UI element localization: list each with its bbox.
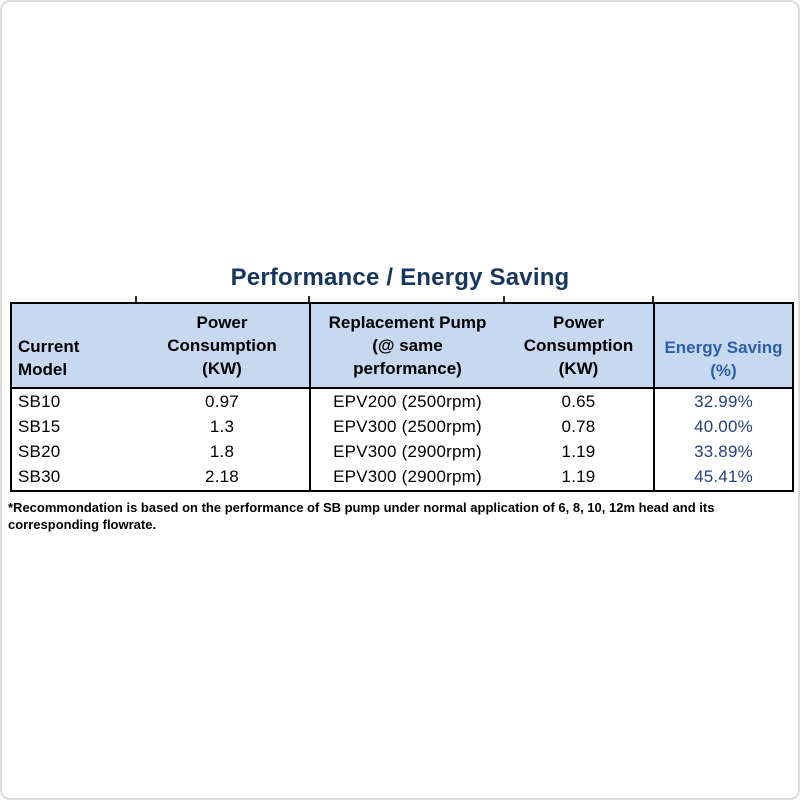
- gridline-tick: [652, 296, 654, 302]
- header-line: Current: [18, 337, 80, 356]
- header-line: (KW): [202, 359, 242, 378]
- cell-power-current: 2.18: [205, 467, 239, 486]
- table-row-sb10: SB10 0.97 EPV200 (2500rpm) 0.65 32.99%: [12, 389, 792, 414]
- table-row-sb30: SB30 2.18 EPV300 (2900rpm) 1.19 45.41%: [12, 464, 792, 490]
- header-energy-saving: Energy Saving (%): [653, 304, 792, 387]
- header-line: Model: [18, 360, 68, 379]
- header-line: (%): [710, 361, 737, 380]
- gridline-tick: [135, 296, 137, 302]
- performance-table: Current Model Power Consumption (KW) Rep…: [10, 302, 794, 492]
- cell-replacement-pump: EPV200 (2500rpm): [309, 389, 504, 414]
- cell-replacement-pump: EPV300 (2900rpm): [309, 464, 504, 490]
- header-line: Power: [552, 313, 605, 332]
- cell-power-replacement: 0.65: [561, 392, 596, 411]
- cell-power-replacement: 1.19: [561, 442, 596, 461]
- cell-current-model: SB20: [18, 442, 61, 461]
- header-power-consumption-current: Power Consumption (KW): [135, 304, 309, 387]
- header-line: (KW): [558, 359, 599, 378]
- header-power-consumption-replacement: Power Consumption (KW): [504, 304, 653, 387]
- header-line: performance): [353, 359, 462, 378]
- cell-power-current: 1.3: [209, 417, 235, 436]
- cell-energy-saving: 40.00%: [653, 414, 792, 439]
- cell-power-current: 1.8: [209, 442, 235, 461]
- cell-current-model: SB30: [18, 467, 61, 486]
- header-line: Consumption: [167, 336, 277, 355]
- header-line: Power: [196, 313, 248, 332]
- page-title: Performance / Energy Saving: [230, 264, 570, 291]
- cell-replacement-pump: EPV300 (2900rpm): [309, 439, 504, 464]
- cell-replacement-pump: EPV300 (2500rpm): [309, 414, 504, 439]
- cell-power-replacement: 1.19: [561, 467, 596, 486]
- header-line: Energy Saving: [664, 338, 783, 357]
- cell-power-current: 0.97: [205, 392, 239, 411]
- footnote-text: *Recommondation is based on the performa…: [8, 500, 715, 532]
- cell-current-model: SB15: [18, 417, 61, 436]
- cell-energy-saving: 32.99%: [653, 389, 792, 414]
- header-line: Replacement Pump: [328, 313, 487, 332]
- header-line: (@ same: [372, 336, 443, 355]
- cell-energy-saving: 33.89%: [653, 439, 792, 464]
- cell-current-model: SB10: [18, 392, 61, 411]
- table-row-sb20: SB20 1.8 EPV300 (2900rpm) 1.19 33.89%: [12, 439, 792, 464]
- table-body: SB10 0.97 EPV200 (2500rpm) 0.65 32.99% S…: [12, 389, 792, 490]
- cell-energy-saving: 45.41%: [653, 464, 792, 490]
- gridline-tick: [503, 296, 505, 302]
- table-row-sb15: SB15 1.3 EPV300 (2500rpm) 0.78 40.00%: [12, 414, 792, 439]
- cell-power-replacement: 0.78: [561, 417, 596, 436]
- header-current-model: Current Model: [12, 304, 135, 387]
- table-header-row: Current Model Power Consumption (KW) Rep…: [12, 304, 792, 389]
- header-replacement-pump: Replacement Pump (@ same performance): [309, 304, 504, 387]
- header-line: Consumption: [523, 336, 634, 355]
- gridline-tick: [308, 296, 310, 302]
